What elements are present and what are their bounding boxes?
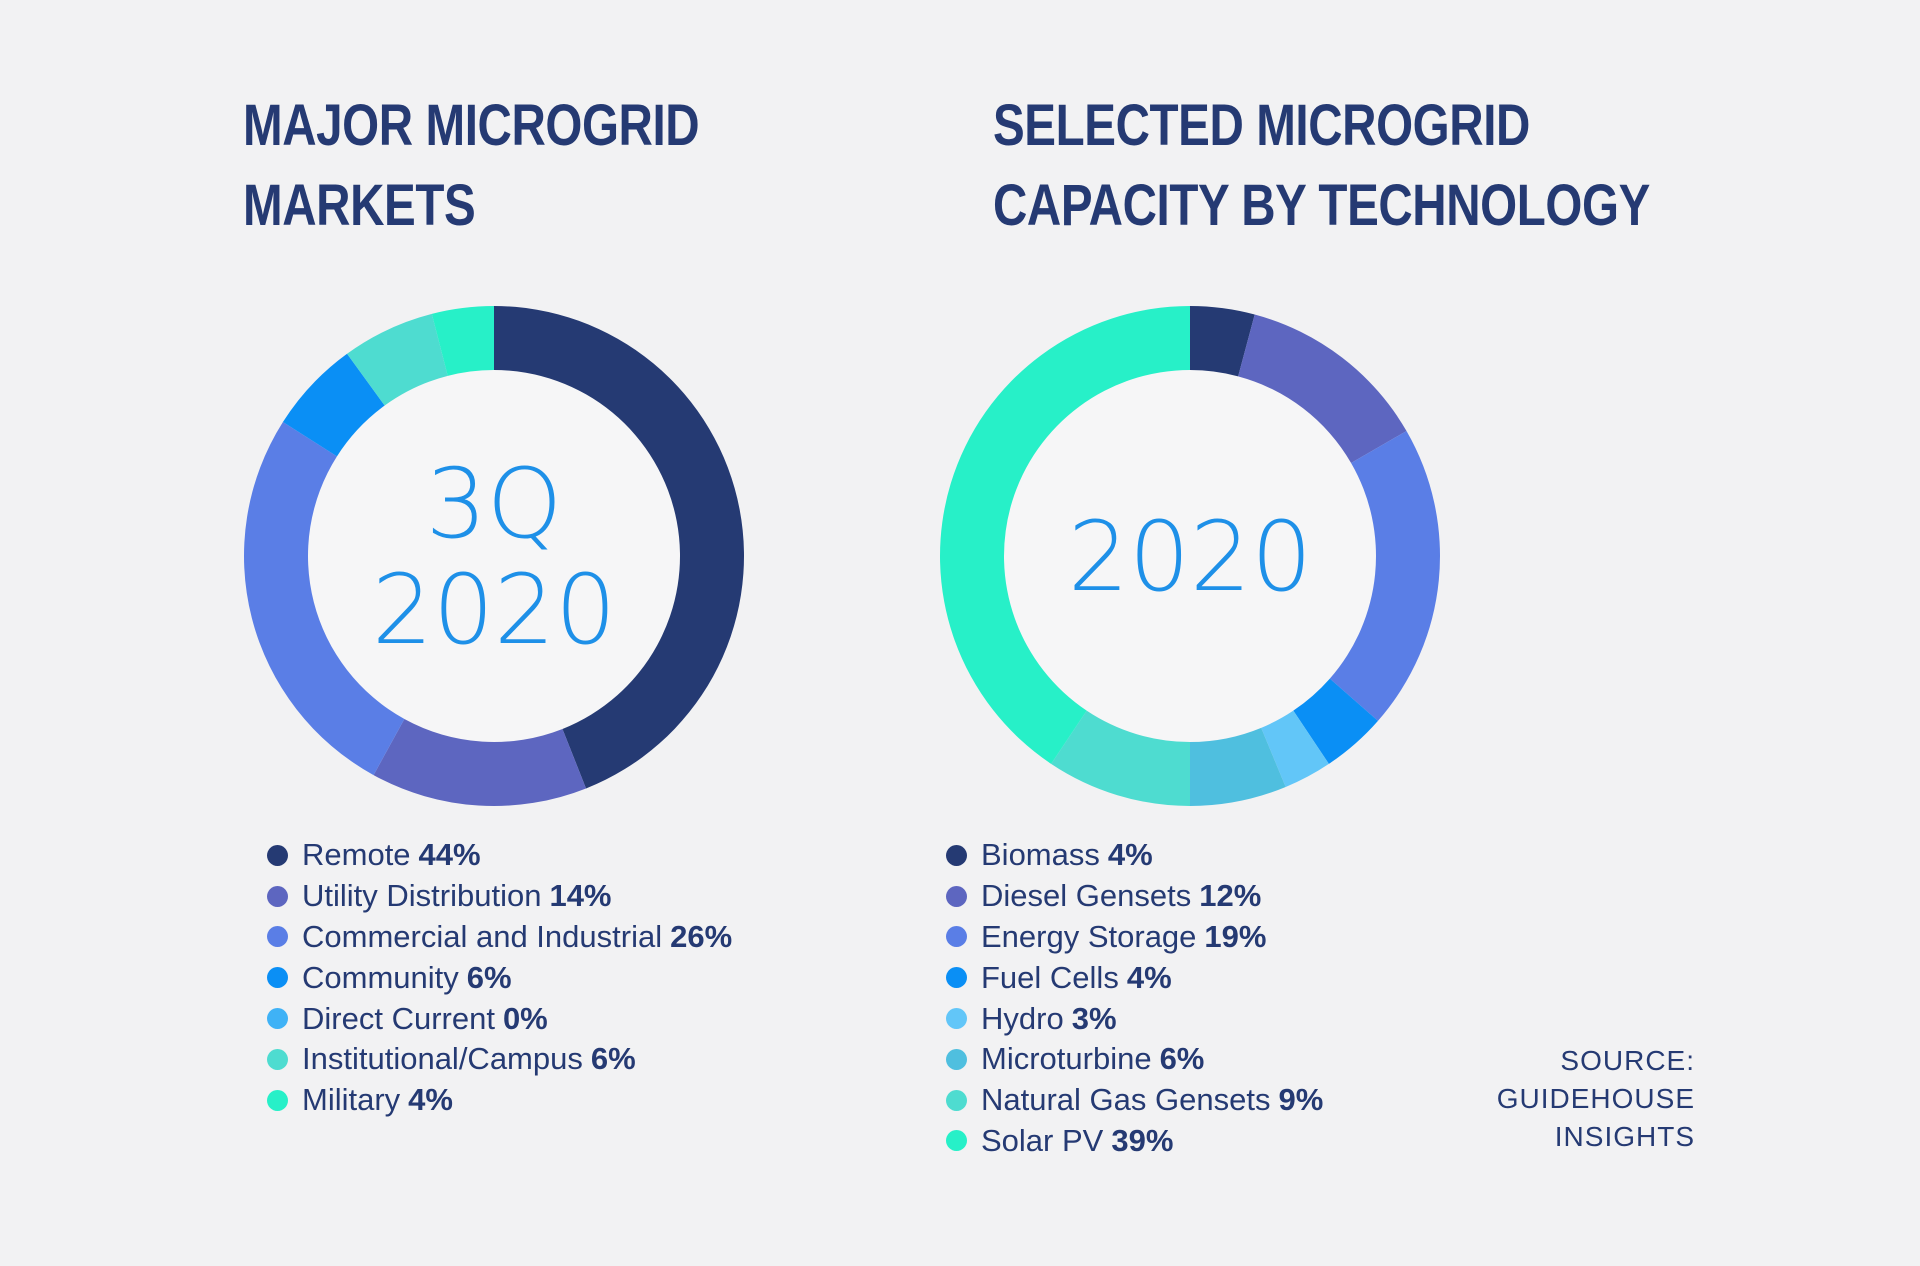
legend-swatch xyxy=(946,1008,967,1030)
markets-legend-item-utility-distribution: Utility Distribution 14% xyxy=(267,876,732,917)
legend-value: 14% xyxy=(549,878,612,914)
markets-center-label-line-2: 2020 xyxy=(372,554,616,666)
capacity-title: SELECTED MICROGRID CAPACITY BY TECHNOLOG… xyxy=(993,86,1650,246)
markets-legend-item-military: Military 4% xyxy=(267,1080,732,1121)
capacity-slice-fuel-cells xyxy=(1293,678,1378,764)
markets-panel: MAJOR MICROGRID MARKETS 3Q 2020 Remote 44%… xyxy=(0,0,940,1266)
legend-label: Military xyxy=(302,1082,401,1118)
legend-value: 9% xyxy=(1278,1082,1324,1118)
markets-slice-commercial-and-industrial xyxy=(244,422,405,776)
markets-legend-item-direct-current: Direct Current 0% xyxy=(267,998,732,1039)
legend-value: 19% xyxy=(1204,918,1267,954)
capacity-slice-solar-pv xyxy=(940,306,1190,764)
legend-swatch xyxy=(267,1008,288,1030)
legend-value: 4% xyxy=(1107,837,1153,873)
legend-swatch xyxy=(267,967,288,989)
legend-value: 3% xyxy=(1071,1000,1117,1036)
markets-title: MAJOR MICROGRID MARKETS xyxy=(243,86,700,246)
legend-value: 6% xyxy=(590,1041,636,1077)
capacity-legend-item-solar-pv: Solar PV 39% xyxy=(946,1121,1323,1162)
markets-donut-center xyxy=(308,370,680,742)
source-note: SOURCE: GUIDEHOUSE INSIGHTS xyxy=(1430,1042,1695,1156)
legend-label: Natural Gas Gensets xyxy=(981,1082,1271,1118)
capacity-legend-item-fuel-cells: Fuel Cells 4% xyxy=(946,957,1323,998)
source-line-1: SOURCE: xyxy=(1560,1045,1695,1076)
legend-label: Hydro xyxy=(981,1000,1064,1036)
capacity-slice-biomass xyxy=(1190,306,1255,377)
legend-value: 6% xyxy=(466,959,512,995)
capacity-title-line-2: CAPACITY BY TECHNOLOGY xyxy=(993,173,1650,238)
markets-slice-military xyxy=(431,306,494,376)
capacity-donut-chart: 2020 xyxy=(940,306,1440,806)
legend-value: 26% xyxy=(670,918,733,954)
markets-center-label-line-1: 3Q xyxy=(426,448,563,560)
legend-value: 4% xyxy=(1126,959,1172,995)
legend-value: 0% xyxy=(502,1000,548,1036)
legend-swatch xyxy=(267,885,288,907)
legend-label: Utility Distribution xyxy=(302,878,542,914)
capacity-panel: SELECTED MICROGRID CAPACITY BY TECHNOLOG… xyxy=(940,0,1920,1266)
legend-value: 39% xyxy=(1111,1122,1174,1158)
capacity-slice-natural-gas-gensets xyxy=(1051,710,1190,806)
capacity-legend-item-hydro: Hydro 3% xyxy=(946,998,1323,1039)
legend-swatch xyxy=(946,1130,967,1152)
capacity-legend-item-microturbine: Microturbine 6% xyxy=(946,1039,1323,1080)
legend-swatch xyxy=(267,844,288,866)
legend-swatch xyxy=(267,1048,288,1070)
markets-legend-item-institutional-campus: Institutional/Campus 6% xyxy=(267,1039,732,1080)
legend-swatch xyxy=(267,926,288,948)
legend-label: Institutional/Campus xyxy=(302,1041,583,1077)
legend-label: Community xyxy=(302,959,459,995)
markets-slice-institutional-campus xyxy=(347,313,448,406)
capacity-legend-item-biomass: Biomass 4% xyxy=(946,835,1323,876)
legend-swatch xyxy=(946,967,967,989)
source-line-2: GUIDEHOUSE xyxy=(1496,1083,1695,1114)
legend-swatch xyxy=(946,844,967,866)
legend-label: Solar PV xyxy=(981,1122,1104,1158)
legend-swatch xyxy=(267,1089,288,1111)
legend-label: Diesel Gensets xyxy=(981,878,1192,914)
legend-value: 6% xyxy=(1159,1041,1205,1077)
markets-slice-remote xyxy=(494,306,745,789)
markets-legend: Remote 44% Utility Distribution 14% Commerci… xyxy=(267,835,732,1121)
legend-swatch xyxy=(946,1048,967,1070)
legend-swatch xyxy=(946,885,967,907)
legend-label: Energy Storage xyxy=(981,918,1197,954)
capacity-donut-center xyxy=(1004,370,1376,742)
capacity-legend: Biomass 4% Diesel Gensets 12% Energy Storage… xyxy=(946,835,1323,1161)
legend-value: 12% xyxy=(1199,878,1262,914)
capacity-legend-item-natural-gas-gensets: Natural Gas Gensets 9% xyxy=(946,1080,1323,1121)
markets-title-line-1: MAJOR MICROGRID xyxy=(243,93,700,158)
capacity-slice-microturbine xyxy=(1190,727,1286,806)
capacity-center-label-line-1: 2020 xyxy=(1068,501,1312,613)
legend-label: Microturbine xyxy=(981,1041,1152,1077)
legend-label: Fuel Cells xyxy=(981,959,1119,995)
markets-legend-item-commercial-and-industrial: Commercial and Industrial 26% xyxy=(267,917,732,958)
legend-swatch xyxy=(946,1089,967,1111)
capacity-slice-diesel-gensets xyxy=(1238,314,1407,463)
legend-label: Biomass xyxy=(981,837,1100,873)
legend-swatch xyxy=(946,926,967,948)
capacity-slice-energy-storage xyxy=(1329,431,1440,721)
legend-value: 44% xyxy=(418,837,481,873)
source-line-3: INSIGHTS xyxy=(1554,1121,1695,1152)
legend-label: Commercial and Industrial xyxy=(302,918,663,954)
markets-title-line-2: MARKETS xyxy=(243,173,476,238)
legend-label: Direct Current xyxy=(302,1000,495,1036)
legend-label: Remote xyxy=(302,837,411,873)
legend-value: 4% xyxy=(408,1082,453,1118)
capacity-legend-item-energy-storage: Energy Storage 19% xyxy=(946,917,1323,958)
markets-slice-community xyxy=(282,353,385,457)
markets-legend-item-remote: Remote 44% xyxy=(267,835,732,876)
markets-legend-item-community: Community 6% xyxy=(267,957,732,998)
capacity-title-line-1: SELECTED MICROGRID xyxy=(993,93,1530,158)
capacity-slice-hydro xyxy=(1261,710,1329,787)
capacity-legend-item-diesel-gensets: Diesel Gensets 12% xyxy=(946,876,1323,917)
markets-slice-utility-distribution xyxy=(373,718,587,806)
